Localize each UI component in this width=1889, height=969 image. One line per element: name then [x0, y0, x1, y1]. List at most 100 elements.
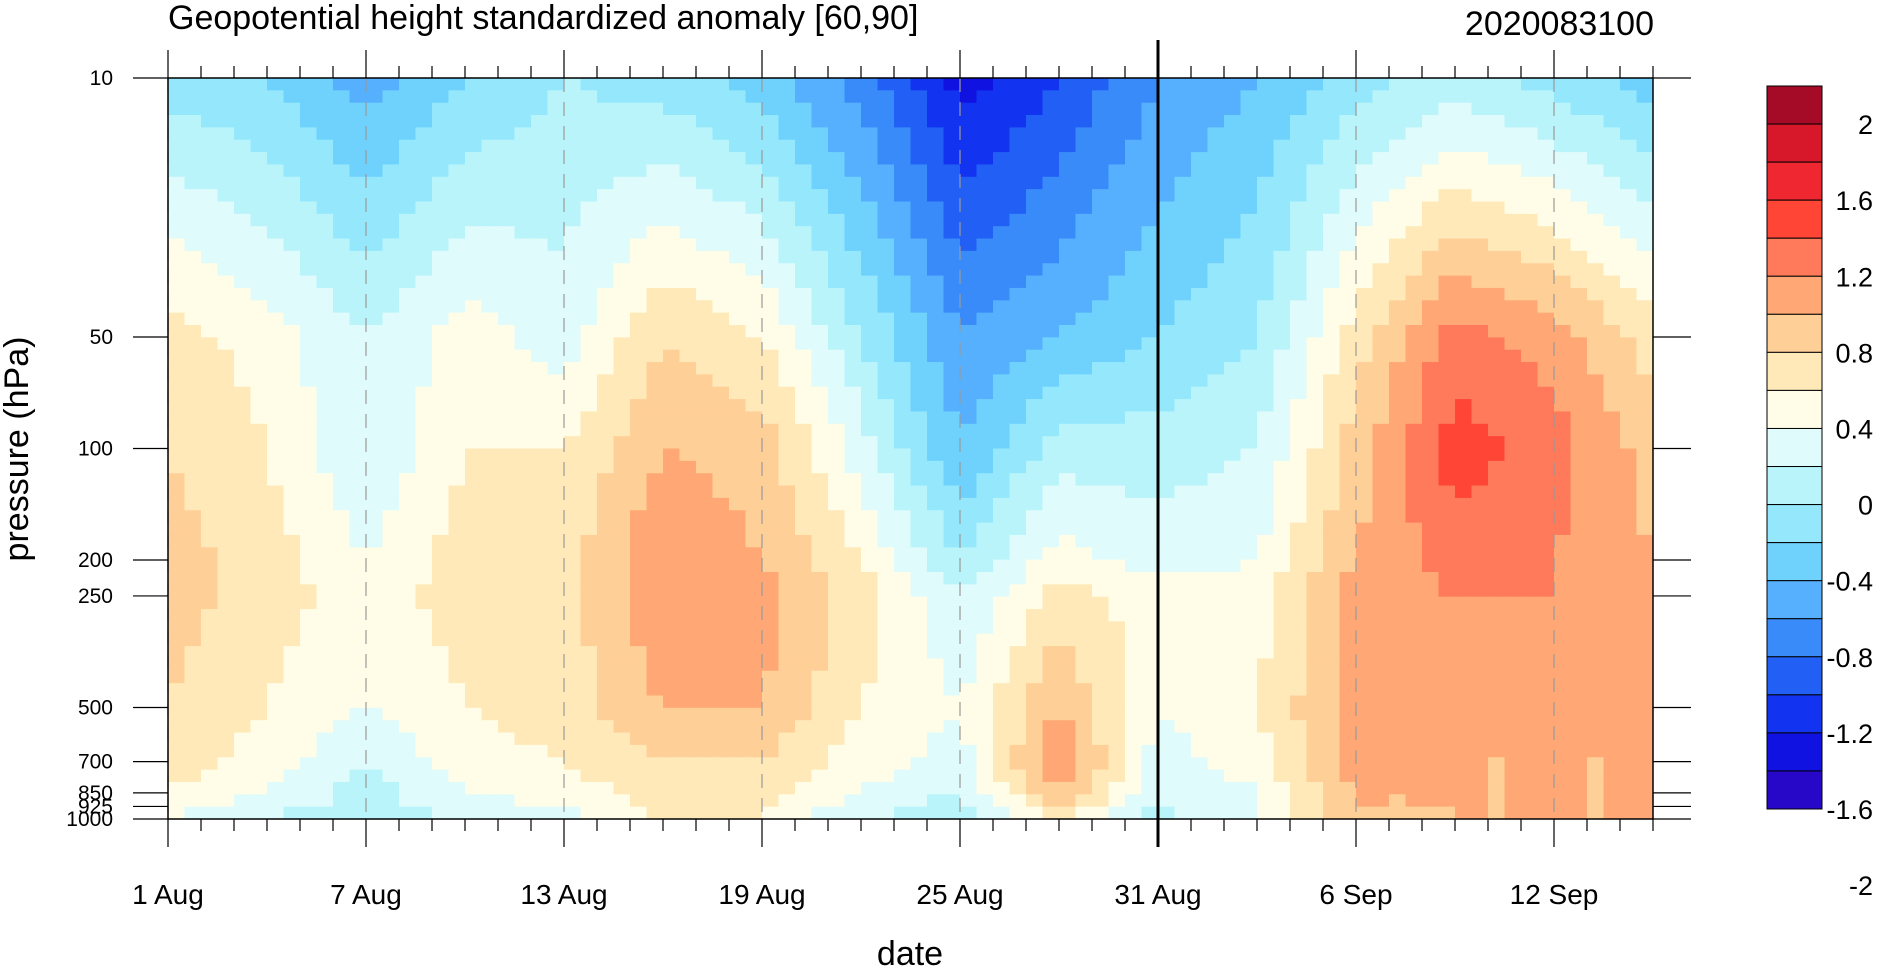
field-cell	[1092, 646, 1110, 660]
field-cell	[547, 596, 565, 610]
field-cell	[366, 399, 384, 413]
field-cell	[993, 584, 1011, 598]
field-cell	[1042, 362, 1060, 375]
field-cell	[1141, 559, 1159, 573]
field-cell	[844, 102, 862, 116]
field-cell	[465, 534, 483, 548]
field-cell	[1471, 152, 1489, 166]
field-cell	[1620, 707, 1638, 721]
field-cell	[762, 732, 780, 746]
field-cell	[663, 399, 681, 413]
field-cell	[564, 152, 582, 166]
field-cell	[1042, 213, 1060, 227]
field-cell	[1240, 312, 1258, 326]
field-cell	[811, 534, 829, 548]
field-cell	[811, 337, 829, 351]
field-cell	[1174, 547, 1192, 561]
field-cell	[861, 374, 879, 388]
field-cell	[894, 695, 912, 709]
field-cell	[1009, 572, 1027, 585]
field-cell	[1389, 423, 1407, 437]
field-cell	[745, 226, 763, 240]
field-cell	[712, 411, 730, 425]
field-cell	[1323, 485, 1341, 499]
field-cell	[943, 646, 961, 660]
field-cell	[564, 621, 582, 635]
field-cell	[861, 436, 879, 450]
field-cell	[910, 312, 928, 326]
field-cell	[993, 707, 1011, 721]
field-cell	[1636, 732, 1653, 746]
field-cell	[432, 275, 450, 289]
field-cell	[1356, 287, 1374, 301]
field-cell	[514, 90, 532, 104]
field-cell	[415, 584, 433, 598]
field-cell	[1488, 460, 1506, 474]
field-cell	[1042, 670, 1060, 684]
field-cell	[481, 658, 499, 672]
field-cell	[1636, 609, 1653, 622]
field-cell	[1224, 732, 1242, 746]
field-cell	[1471, 670, 1489, 684]
field-cell	[1059, 534, 1077, 548]
field-cell	[1092, 609, 1110, 622]
field-cell	[1273, 78, 1291, 91]
field-cell	[1504, 633, 1522, 647]
field-cell	[613, 559, 631, 573]
field-cell	[217, 510, 235, 524]
field-cell	[1537, 362, 1555, 375]
field-cell	[630, 670, 648, 684]
field-cell	[679, 460, 697, 474]
field-cell	[349, 510, 367, 524]
field-cell	[1092, 584, 1110, 598]
field-cell	[1174, 732, 1192, 746]
field-cell	[1257, 102, 1275, 116]
field-cell	[564, 78, 582, 91]
field-cell	[1290, 522, 1308, 536]
field-cell	[531, 139, 549, 153]
field-cell	[514, 448, 532, 462]
field-cell	[366, 646, 384, 660]
field-cell	[1059, 633, 1077, 647]
field-cell	[943, 584, 961, 598]
field-cell	[448, 683, 466, 697]
field-cell	[762, 176, 780, 190]
field-cell	[1323, 423, 1341, 437]
field-cell	[762, 102, 780, 116]
field-cell	[1092, 287, 1110, 301]
field-cell	[498, 300, 516, 314]
field-cell	[630, 139, 648, 153]
field-cell	[1620, 226, 1638, 240]
field-cell	[1356, 584, 1374, 598]
field-cell	[448, 139, 466, 153]
field-cell	[960, 460, 978, 474]
field-cell	[267, 201, 285, 215]
field-cell	[399, 522, 417, 536]
field-cell	[877, 744, 895, 758]
field-cell	[597, 510, 615, 524]
field-cell	[300, 633, 318, 647]
field-cell	[1488, 609, 1506, 622]
field-cell	[597, 584, 615, 598]
field-cell	[168, 250, 186, 264]
field-cell	[1141, 534, 1159, 548]
field-cell	[514, 374, 532, 388]
field-cell	[547, 374, 565, 388]
field-cell	[1339, 337, 1357, 351]
field-cell	[844, 164, 862, 178]
field-cell	[613, 448, 631, 462]
field-cell	[679, 683, 697, 697]
field-cell	[267, 707, 285, 721]
field-cell	[1438, 226, 1456, 240]
field-cell	[514, 683, 532, 697]
field-cell	[1059, 386, 1077, 400]
field-cell	[745, 534, 763, 548]
field-cell	[1108, 584, 1126, 598]
field-cell	[580, 744, 598, 758]
field-cell	[729, 646, 747, 660]
field-cell	[1504, 473, 1522, 487]
field-cell	[283, 238, 301, 252]
field-cell	[1570, 559, 1588, 573]
field-cell	[613, 102, 631, 116]
field-cell	[1488, 497, 1506, 511]
